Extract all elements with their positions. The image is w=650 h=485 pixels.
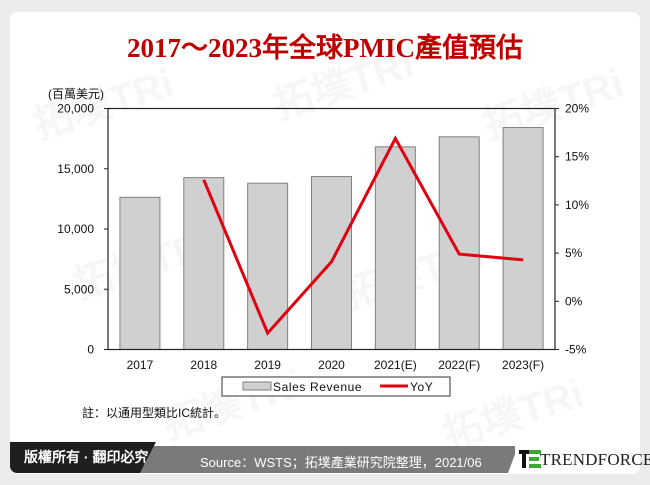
x-tick-label: 2018 <box>190 358 217 372</box>
x-tick-label: 2019 <box>254 358 281 372</box>
right-tick-label: 20% <box>565 102 589 116</box>
x-tick-label: 2017 <box>127 358 154 372</box>
chart-title: 2017～2023年全球PMIC產值預估 <box>127 33 523 63</box>
right-tick-label: 10% <box>565 198 589 212</box>
trendforce-logo-icon <box>519 450 541 468</box>
chart-note: 註：以通用型類比IC統計。 <box>82 406 227 420</box>
bar-sales-revenue <box>374 146 416 350</box>
right-tick-label: 15% <box>565 150 589 164</box>
legend-label-sales: Sales Revenue <box>273 380 362 394</box>
left-tick-label: 5,000 <box>64 282 94 296</box>
footer-source-bar <box>128 446 518 473</box>
left-tick-label: 10,000 <box>57 222 94 236</box>
legend-swatch-bar <box>242 381 272 391</box>
brand-name: TRENDFORCE <box>540 450 650 469</box>
x-tick-label: 2023(F) <box>502 358 544 372</box>
legend-label-yoy: YoY <box>410 380 433 394</box>
left-tick-label: 20,000 <box>57 102 94 116</box>
left-tick-label: 0 <box>87 343 94 357</box>
left-tick-label: 15,000 <box>57 162 94 176</box>
x-tick-label: 2020 <box>318 358 345 372</box>
x-tick-label: 2022(F) <box>438 358 480 372</box>
right-tick-label: 0% <box>565 294 583 308</box>
x-tick-label: 2021(E) <box>374 358 417 372</box>
copyright-label: 版權所有 · 翻印必究 <box>10 442 156 473</box>
line-yoy <box>202 135 524 336</box>
brand-area <box>515 442 640 473</box>
source-text: Source：WSTS；拓墣產業研究院整理，2021/06 <box>200 455 482 470</box>
right-tick-label: 5% <box>565 246 583 260</box>
bar-sales-revenue <box>502 127 544 350</box>
legend-box <box>221 376 451 397</box>
right-tick-label: -5% <box>565 343 587 357</box>
bar-sales-revenue <box>119 196 161 350</box>
bar-sales-revenue <box>247 182 289 350</box>
bar-sales-revenue <box>438 136 480 350</box>
left-axis-unit: (百萬美元) <box>48 87 104 101</box>
bar-sales-revenue <box>183 177 225 350</box>
